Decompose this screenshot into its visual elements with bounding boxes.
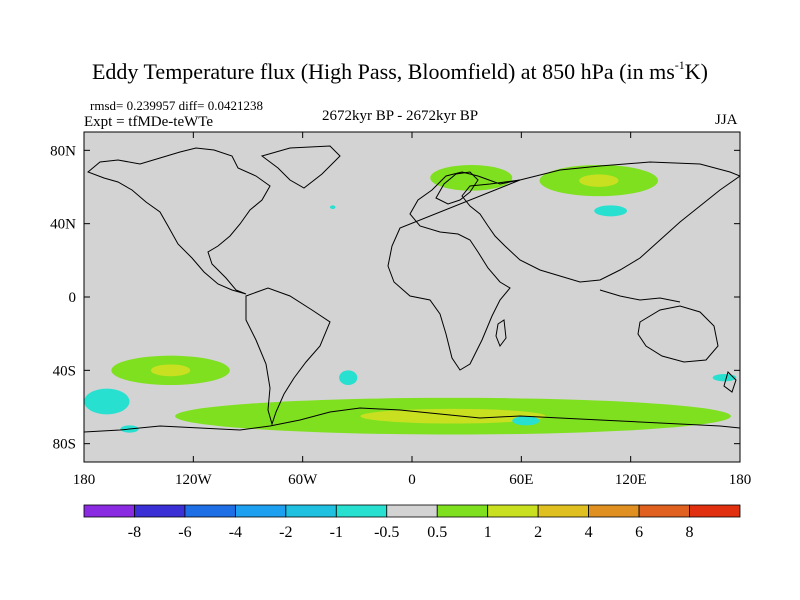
colorbar-label: 2 <box>534 524 542 541</box>
region-tasman-negative <box>712 374 737 382</box>
lon-tick-label: 0 <box>408 472 416 488</box>
colorbar-label: -6 <box>178 524 191 541</box>
season-label: JJA <box>715 112 738 128</box>
colorbar-swatch <box>285 504 337 518</box>
lon-tick-label: 180 <box>73 472 96 488</box>
colorbar-swatch <box>487 504 539 518</box>
region-south-atlantic-negative <box>339 370 358 385</box>
coast-north-america <box>87 147 271 295</box>
lon-tick-label: 60E <box>509 472 533 488</box>
colorbar-label: -1 <box>330 524 343 541</box>
lat-tick-label: 0 <box>69 290 77 306</box>
axis-ticks: 180 120W 60W 0 60E 120E 180 80N 40N 0 40S 80S <box>50 132 751 488</box>
colorbar-label: -8 <box>128 524 141 541</box>
coast-indonesia <box>599 289 681 303</box>
region-core-southern-ocean-positive <box>360 408 546 424</box>
title-suffix: K) <box>684 59 708 84</box>
colorbar-swatch <box>134 504 186 518</box>
coastlines <box>84 145 740 433</box>
colorbar-swatch <box>588 504 640 518</box>
colorbar-label: 1 <box>484 524 492 541</box>
colorbar-swatch <box>436 504 489 518</box>
map-title: Eddy Temperature flux (High Pass, Bloomf… <box>0 58 800 85</box>
coast-madagascar <box>495 319 507 348</box>
expt-label: Expt = tfMDe-teWTe <box>84 114 214 130</box>
contour-fills <box>84 165 737 435</box>
lat-tick-label: 80S <box>53 437 76 453</box>
colorbar-swatch <box>689 504 741 518</box>
lon-tick-label: 60W <box>288 472 318 488</box>
colorbar-label: 8 <box>686 524 694 541</box>
colorbar: -8 -6 -4 -2 -1 -0.5 0.5 1 2 4 6 8 <box>83 504 741 541</box>
colorbar-label: 0.5 <box>427 524 447 541</box>
region-south-pacific-negative <box>84 388 130 415</box>
coast-antarctica <box>84 407 740 433</box>
coast-scandinavia <box>435 171 479 205</box>
colorbar-swatch <box>638 504 690 518</box>
coast-asia <box>461 161 740 283</box>
stats-label: rmsd= 0.239957 diff= 0.0421238 <box>90 98 263 113</box>
colorbar-swatch <box>83 504 135 518</box>
region-core-siberia-positive <box>579 174 619 187</box>
coast-greenland <box>260 145 341 189</box>
period-label: 2672kyr BP - 2672kyr BP <box>322 108 479 124</box>
colorbar-label: 4 <box>585 524 593 541</box>
region-core-south-pacific-positive <box>150 364 191 377</box>
colorbar-swatch <box>537 504 590 518</box>
coast-south-america <box>245 287 331 426</box>
colorbar-label: -2 <box>279 524 292 541</box>
lat-tick-label: 80N <box>50 143 76 159</box>
colorbar-label: 6 <box>635 524 643 541</box>
lon-tick-label: 120W <box>175 472 213 488</box>
title-superscript: -1 <box>674 58 685 72</box>
lat-tick-label: 40S <box>53 363 76 379</box>
colorbar-swatch <box>184 504 236 518</box>
region-atlantic-negative-spot <box>330 205 336 210</box>
lon-tick-label: 180 <box>729 472 752 488</box>
region-mongolia-negative <box>594 205 628 217</box>
region-indian-ocean-negative <box>512 416 540 426</box>
title-main: Eddy Temperature flux (High Pass, Bloomf… <box>91 59 675 84</box>
coast-australia <box>637 305 719 363</box>
colorbar-swatch <box>234 504 287 518</box>
colorbar-label: -0.5 <box>374 524 399 541</box>
colorbar-swatch <box>335 504 388 518</box>
coast-europe-africa <box>387 171 521 371</box>
colorbar-label: -4 <box>229 524 242 541</box>
colorbar-swatch <box>386 504 438 518</box>
coast-new-zealand <box>723 371 737 393</box>
lon-tick-label: 120E <box>615 472 647 488</box>
lat-tick-label: 40N <box>50 217 76 233</box>
